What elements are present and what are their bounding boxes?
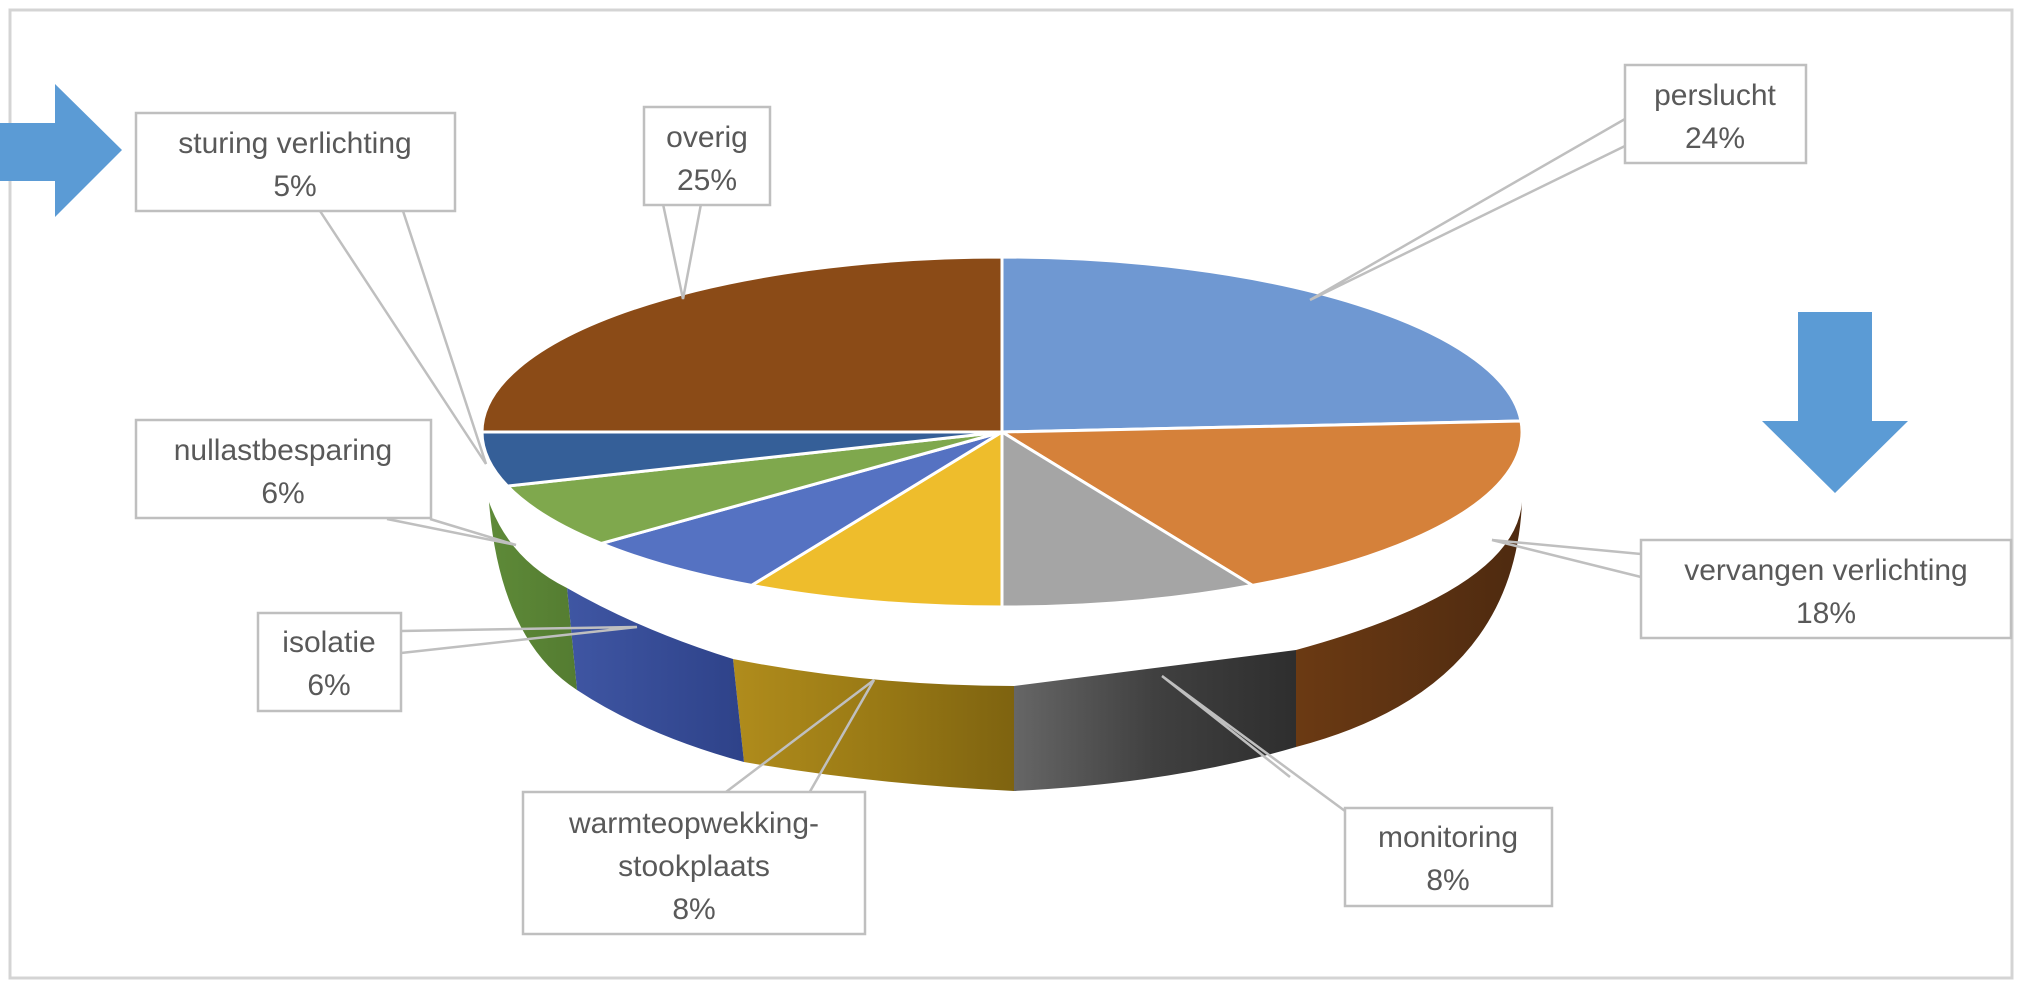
pie-slice-perslucht: [1000, 255, 1523, 434]
label-monitoring-name: monitoring: [1378, 821, 1518, 854]
pie-slice-isolatie: [599, 430, 1004, 587]
side-isolatie: [567, 588, 744, 762]
label-sturing-verlichting-name: sturing verlichting: [178, 127, 411, 160]
pie-slice-monitoring: [1000, 430, 1254, 609]
side-warmteopwekking: [733, 659, 1014, 791]
label-warmteopwekking-stookplaats: warmteopwekking- stookplaats 8%: [521, 790, 867, 936]
label-perslucht: perslucht 24%: [1623, 63, 1808, 165]
leader-sturing-verlichting: [318, 210, 488, 465]
leader-lines: [318, 117, 1642, 813]
pie-slice-overig: [480, 255, 1004, 434]
label-warmteopwekking-name-line2: stookplaats: [618, 850, 770, 883]
label-overig-value: 25%: [677, 164, 737, 197]
leader-overig: [661, 203, 703, 300]
label-sturing-verlichting: sturing verlichting 5%: [134, 111, 457, 213]
side-monitoring: [1014, 650, 1296, 791]
pie-slice-warmteopwekking-stookplaats: [750, 430, 1004, 609]
label-perslucht-value: 24%: [1685, 122, 1745, 155]
label-nullastbesparing-value: 6%: [261, 477, 304, 510]
label-overig: overig 25%: [642, 105, 772, 207]
label-warmteopwekking-name-line1: warmteopwekking-: [568, 807, 819, 840]
side-vervangen-verlichting: [1296, 502, 1522, 747]
label-vervangen-verlichting-name: vervangen verlichting: [1684, 554, 1968, 587]
pie-sides: [489, 502, 1522, 791]
label-isolatie-value: 6%: [307, 669, 350, 702]
label-vervangen-verlichting: vervangen verlichting 18%: [1639, 538, 2013, 640]
label-monitoring: monitoring 8%: [1343, 806, 1554, 908]
leader-nullastbesparing: [386, 517, 517, 547]
label-perslucht-name: perslucht: [1654, 79, 1776, 112]
pie-slices: [480, 255, 1524, 609]
label-nullastbesparing-name: nullastbesparing: [174, 434, 392, 467]
side-nullastbesparing: [489, 502, 577, 690]
label-isolatie: isolatie 6%: [256, 611, 403, 713]
pie-slice-vervangen-verlichting: [1000, 419, 1524, 587]
leader-warmteopwekking: [721, 679, 876, 796]
leader-monitoring: [1161, 674, 1346, 813]
leader-vervangen-verlichting: [1491, 538, 1642, 579]
right-arrow-icon: [0, 84, 122, 217]
label-overig-name: overig: [666, 121, 748, 154]
label-isolatie-name: isolatie: [282, 626, 375, 659]
down-arrow-icon: [1762, 312, 1908, 493]
label-nullastbesparing: nullastbesparing 6%: [134, 418, 433, 520]
label-monitoring-value: 8%: [1426, 864, 1469, 897]
leader-isolatie: [400, 625, 638, 655]
label-warmteopwekking-value: 8%: [672, 893, 715, 926]
label-sturing-verlichting-value: 5%: [273, 170, 316, 203]
pie-slice-nullastbesparing: [506, 430, 1004, 545]
leader-perslucht: [1309, 117, 1626, 302]
label-vervangen-verlichting-value: 18%: [1796, 597, 1856, 630]
